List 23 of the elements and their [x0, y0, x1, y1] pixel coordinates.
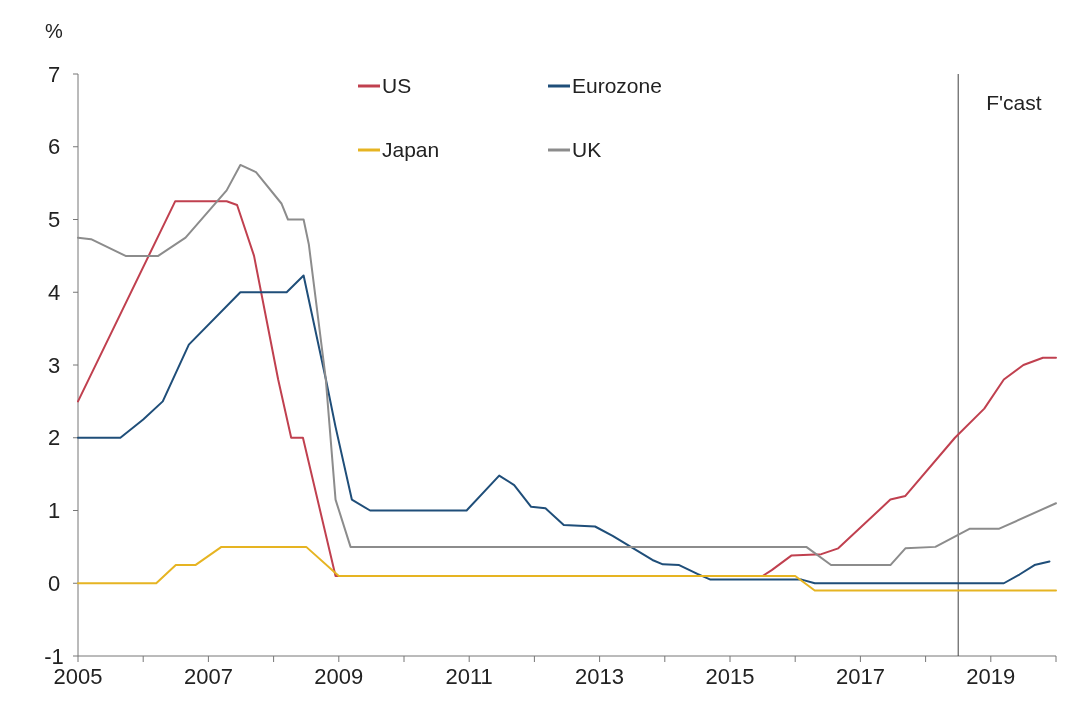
y-tick-label: 7: [47, 61, 61, 87]
y-tick-label: 1: [47, 498, 61, 524]
x-tick-label: 2013: [575, 664, 625, 689]
x-tick-label: 2011: [445, 664, 493, 689]
legend-label: UK: [572, 138, 602, 162]
y-tick-label: 2: [47, 425, 61, 451]
legend-label: Eurozone: [572, 74, 662, 98]
legend-label: Japan: [382, 138, 440, 162]
ref-line-label: F'cast: [986, 91, 1042, 114]
y-tick-label: 4: [47, 279, 61, 305]
y-tick-label: 0: [47, 570, 61, 596]
y-axis-title: %: [45, 20, 64, 42]
y-tick-label: 3: [47, 352, 61, 378]
x-tick-label: 2009: [314, 664, 364, 689]
x-tick-label: 2019: [966, 664, 1016, 689]
line-series: [77, 545, 1057, 592]
y-tick-label: 6: [47, 134, 61, 160]
line-series: [77, 274, 1051, 585]
x-tick-label: 2017: [835, 664, 885, 689]
y-tick-label: 5: [47, 207, 61, 233]
x-tick-label: 2015: [705, 664, 755, 689]
x-tick-label: 2007: [183, 664, 233, 689]
legend-label: US: [382, 74, 412, 98]
